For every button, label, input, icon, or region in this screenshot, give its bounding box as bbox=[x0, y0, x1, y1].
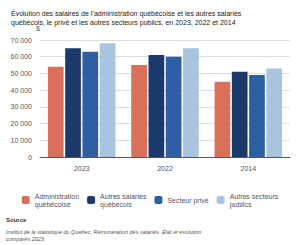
svg-text:Secteur privé: Secteur privé bbox=[167, 197, 208, 205]
svg-text:20 000: 20 000 bbox=[11, 120, 33, 127]
svg-text:Autres secteurs: Autres secteurs bbox=[230, 193, 279, 200]
svg-text:québécoise: québécoise bbox=[35, 201, 71, 209]
svg-text:50 000: 50 000 bbox=[11, 70, 33, 77]
svg-text:70 000: 70 000 bbox=[11, 37, 33, 44]
svg-text:30 000: 30 000 bbox=[11, 103, 33, 110]
svg-text:40 000: 40 000 bbox=[11, 87, 33, 94]
svg-text:2023: 2023 bbox=[74, 165, 90, 172]
svg-text:Source: Source bbox=[6, 217, 27, 223]
svg-text:2014: 2014 bbox=[241, 165, 257, 172]
svg-text:10 000: 10 000 bbox=[11, 137, 33, 144]
svg-text:Administration: Administration bbox=[35, 193, 79, 200]
svg-text:$: $ bbox=[36, 25, 40, 32]
svg-text:Autres salariés: Autres salariés bbox=[100, 193, 147, 200]
svg-text:Évolution des salaires de l’ad: Évolution des salaires de l’administrati… bbox=[11, 9, 242, 18]
svg-text:comparés 2023.: comparés 2023. bbox=[6, 236, 45, 242]
svg-text:québécois, le privé et les aut: québécois, le privé et les autres secteu… bbox=[11, 19, 236, 27]
svg-text:60 000: 60 000 bbox=[11, 53, 33, 60]
svg-text:publics: publics bbox=[230, 201, 252, 209]
svg-text:Institut de la statistique du: Institut de la statistique du Québec, Ré… bbox=[6, 229, 203, 235]
svg-text:2022: 2022 bbox=[157, 165, 173, 172]
svg-text:0: 0 bbox=[28, 154, 32, 161]
svg-text:québécois: québécois bbox=[100, 201, 132, 209]
